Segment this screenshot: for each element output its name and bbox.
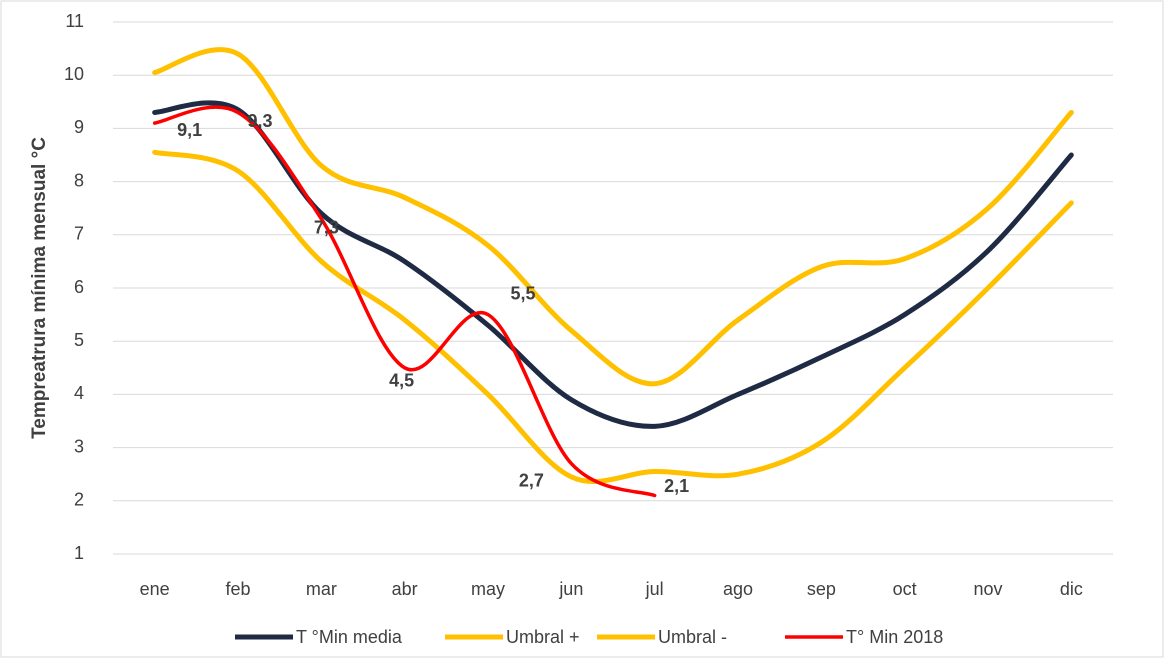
x-tick-label: sep xyxy=(807,579,836,599)
x-tick-label: abr xyxy=(392,579,418,599)
x-tick-label: ene xyxy=(140,579,170,599)
legend-label: T °Min media xyxy=(296,627,403,647)
x-tick-label: jun xyxy=(558,579,583,599)
y-tick-label: 10 xyxy=(64,64,84,84)
y-tick-label: 8 xyxy=(74,170,84,190)
x-tick-label: nov xyxy=(973,579,1002,599)
data-label: 5,5 xyxy=(510,283,535,303)
x-tick-label: ago xyxy=(723,579,753,599)
legend-label: Umbral - xyxy=(658,627,727,647)
data-label: 9,1 xyxy=(177,120,202,140)
y-tick-label: 4 xyxy=(74,383,84,403)
y-tick-label: 6 xyxy=(74,277,84,297)
x-tick-label: mar xyxy=(306,579,337,599)
data-label: 7,3 xyxy=(314,218,339,238)
y-tick-label: 3 xyxy=(74,436,84,456)
data-label: 4,5 xyxy=(389,371,414,391)
data-label: 2,7 xyxy=(519,470,544,490)
y-tick-label: 11 xyxy=(65,11,84,31)
y-tick-label: 7 xyxy=(74,224,84,244)
x-tick-label: jul xyxy=(645,579,664,599)
data-label: 9,3 xyxy=(247,111,272,131)
series-line xyxy=(152,105,657,498)
x-tick-label: feb xyxy=(225,579,250,599)
y-tick-label: 9 xyxy=(74,117,84,137)
series-line xyxy=(152,149,1074,484)
y-tick-label: 2 xyxy=(74,490,84,510)
data-label: 2,1 xyxy=(664,476,689,496)
y-tick-label: 1 xyxy=(74,543,84,563)
legend-label: T° Min 2018 xyxy=(846,627,943,647)
legend-label: Umbral + xyxy=(506,627,580,647)
x-tick-label: dic xyxy=(1060,579,1083,599)
x-tick-label: oct xyxy=(893,579,917,599)
series-line xyxy=(152,47,1074,387)
y-axis-label: Tempreatrura mínima mensual °C xyxy=(29,137,50,439)
x-tick-label: may xyxy=(471,579,505,599)
y-tick-label: 5 xyxy=(74,330,84,350)
